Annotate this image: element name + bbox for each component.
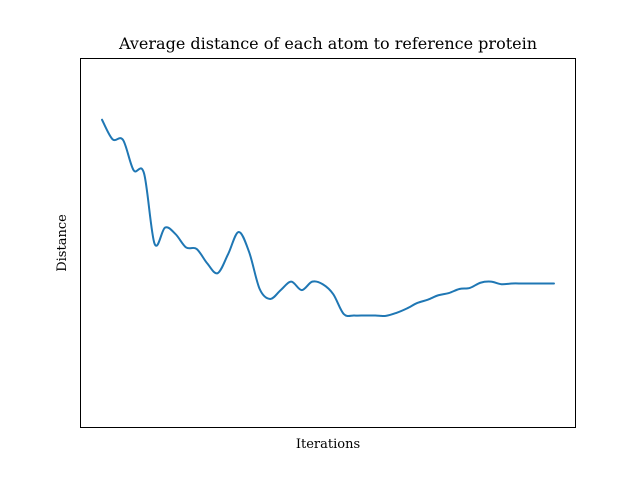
series-line (101, 118, 555, 318)
y-axis-label: Distance (55, 214, 70, 272)
x-axis-label: Iterations (296, 437, 360, 452)
chart-title: Average distance of each atom to referen… (118, 34, 537, 53)
plot-area-frame (80, 58, 576, 428)
